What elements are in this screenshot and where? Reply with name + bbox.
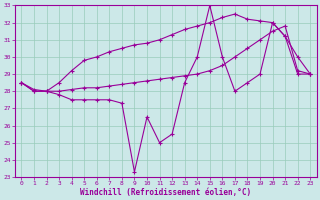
X-axis label: Windchill (Refroidissement éolien,°C): Windchill (Refroidissement éolien,°C) — [80, 188, 252, 197]
